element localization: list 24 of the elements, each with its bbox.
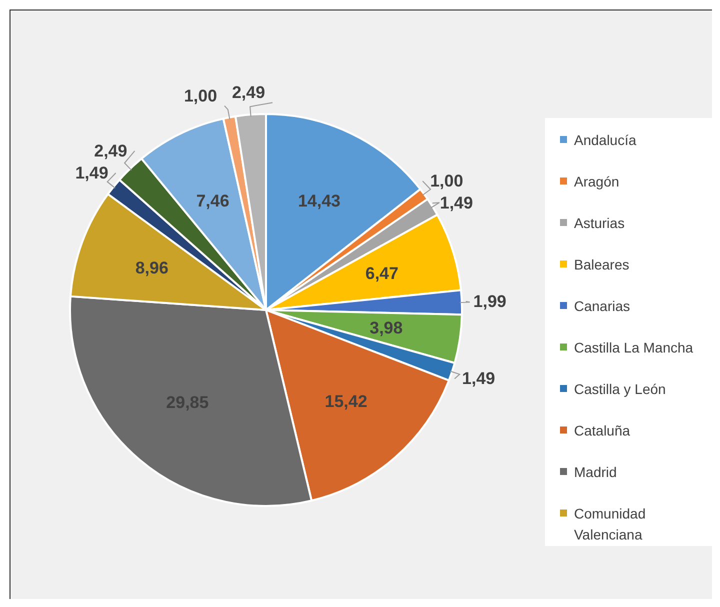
data-label: 1,49	[75, 163, 108, 182]
legend-label: Castilla La Mancha	[574, 340, 694, 356]
data-label: 1,49	[440, 194, 473, 213]
data-label: 1,49	[462, 369, 496, 388]
data-label: 1,00	[184, 86, 218, 106]
legend-label: Comunidad Valenciana	[574, 506, 646, 542]
data-label: 1,99	[473, 292, 506, 312]
legend-label: Canarias	[574, 298, 630, 314]
data-label: 15,42	[324, 392, 368, 411]
legend-label: Aragón	[574, 174, 620, 190]
data-label: 1,00	[430, 172, 464, 191]
data-label: 2,49	[94, 141, 128, 160]
data-label: 6,47	[365, 264, 398, 284]
legend-label: Cataluña	[574, 422, 630, 438]
legend-label: Asturias	[574, 215, 625, 231]
data-label: 8,96	[135, 258, 168, 278]
data-label: 3,98	[370, 318, 403, 338]
legend-label: Castilla y León	[574, 381, 666, 397]
data-label: 7,46	[196, 191, 230, 210]
data-label: 14,43	[298, 191, 340, 210]
legend-label: Baleares	[574, 256, 630, 272]
legend-label: Madrid	[574, 464, 617, 480]
legend-label: Andalucía	[574, 132, 636, 148]
data-label: 2,49	[232, 83, 266, 102]
